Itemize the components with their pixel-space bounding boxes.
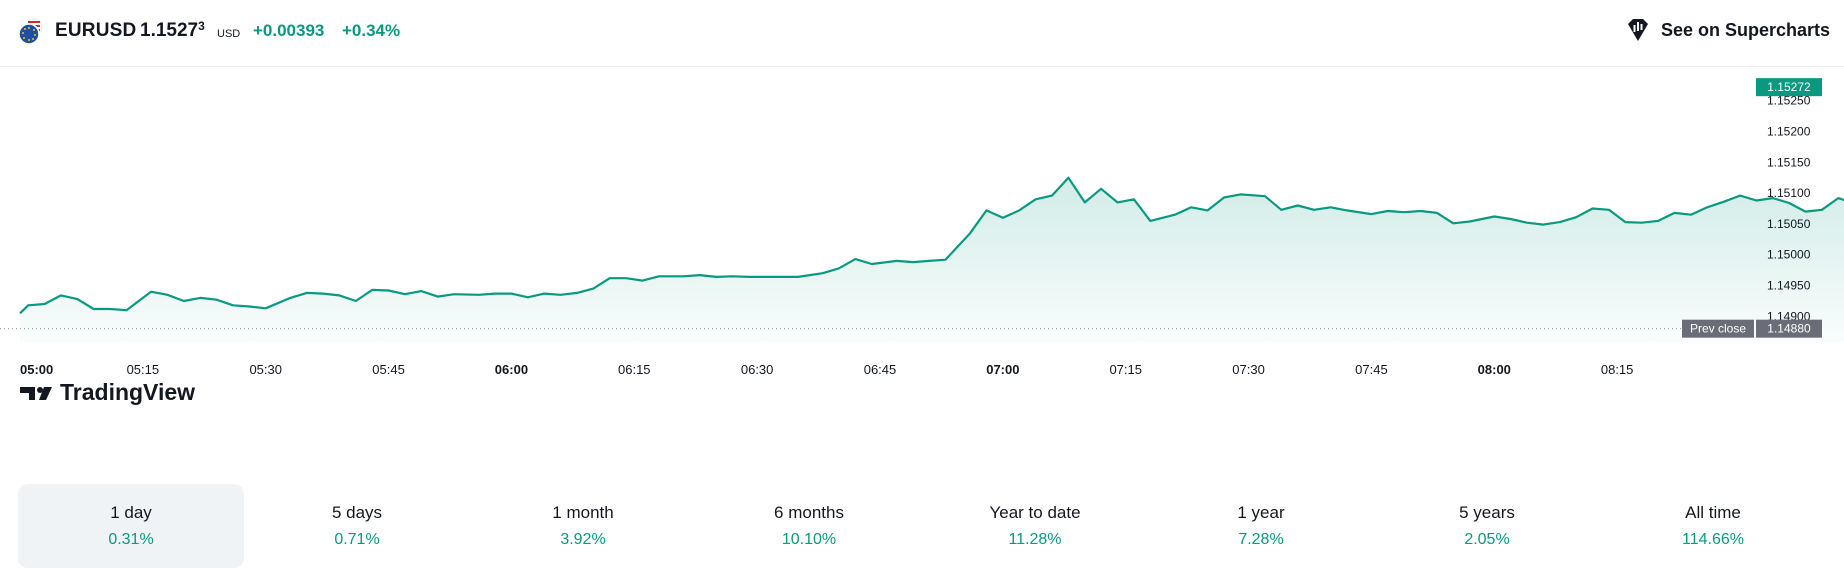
- period-change: 3.92%: [560, 531, 606, 548]
- x-tick-label: 06:45: [864, 362, 897, 377]
- period-label: 5 years: [1459, 503, 1515, 522]
- x-tick-label: 07:00: [986, 362, 1019, 377]
- y-tick-label: 1.15150: [1767, 155, 1811, 169]
- price-line: [19, 176, 1844, 315]
- period-label: 1 day: [110, 503, 152, 522]
- period-label: Year to date: [989, 503, 1081, 522]
- symbol-name[interactable]: EURUSD: [55, 20, 137, 41]
- x-tick-label: 07:15: [1109, 362, 1142, 377]
- y-tick-label: 1.15200: [1767, 125, 1811, 139]
- eu-us-flag-icon: [18, 18, 43, 45]
- period-label: All time: [1685, 503, 1741, 522]
- period-label: 1 year: [1237, 503, 1285, 522]
- period-change: 2.05%: [1464, 531, 1510, 548]
- last-price-badge-label: 1.15272: [1767, 80, 1811, 94]
- period-change: 0.31%: [108, 531, 154, 548]
- supercharts-label: See on Supercharts: [1660, 19, 1830, 40]
- price-main: 1.1527: [140, 20, 199, 41]
- period-tab-1[interactable]: 5 days 0.71%: [244, 484, 470, 568]
- last-price: 1.15273: [140, 19, 205, 42]
- see-on-supercharts-button[interactable]: See on Supercharts: [1625, 17, 1830, 43]
- y-tick-label: 1.15050: [1767, 217, 1811, 231]
- price-chart[interactable]: 05:00 05:15 05:30 05:45 06:00 06:15 06:30 06:45…: [0, 67, 1844, 457]
- period-tab-3[interactable]: 6 months 10.10%: [696, 484, 922, 568]
- watermark-text: TradingView: [60, 379, 195, 405]
- price-superscript: 3: [198, 19, 205, 33]
- x-tick-label: 05:15: [127, 362, 160, 377]
- x-tick-label: 07:45: [1355, 362, 1388, 377]
- x-tick-label: 06:30: [741, 362, 774, 377]
- y-tick-label: 1.15100: [1767, 186, 1811, 200]
- period-label: 5 days: [331, 503, 383, 522]
- price-area-fill: [20, 177, 1844, 343]
- price-change: +0.00393: [253, 21, 325, 40]
- period-tab-6[interactable]: 5 years 2.05%: [1374, 484, 1600, 568]
- x-tick-label: 05:30: [249, 362, 282, 377]
- period-tab-7[interactable]: All time 114.66%: [1600, 484, 1826, 568]
- tradingview-watermark: TradingView: [20, 379, 195, 405]
- period-change: 10.10%: [781, 531, 837, 548]
- period-label: 6 months: [774, 503, 844, 522]
- period-tab-0[interactable]: 1 day 0.31%: [18, 484, 244, 568]
- period-tab-2[interactable]: 1 month 3.92%: [470, 484, 696, 568]
- prev-close-badge: [1682, 319, 1754, 338]
- period-change: 114.66%: [1682, 531, 1744, 548]
- price-change-percent: +0.34%: [342, 21, 401, 40]
- last-price-badge: [1756, 78, 1822, 97]
- prev-close-value: 1.14880: [1767, 322, 1811, 336]
- supercharts-icon: [1627, 19, 1648, 41]
- x-tick-label: 05:00: [20, 362, 53, 377]
- x-tick-label: 06:00: [495, 362, 528, 377]
- period-change: 11.28%: [1008, 531, 1062, 548]
- y-tick-label: 1.15250: [1767, 94, 1811, 108]
- period-selector: 1 day 0.31% 5 days 0.71% 1 month 3.92% 6 month…: [18, 484, 1826, 568]
- period-change: 0.71%: [334, 531, 380, 548]
- period-label: 1 month: [552, 503, 614, 522]
- x-tick-label: 08:00: [1478, 362, 1511, 377]
- tradingview-logo-icon: [20, 387, 52, 400]
- x-tick-label: 06:15: [618, 362, 651, 377]
- y-tick-label: 1.14950: [1767, 279, 1811, 293]
- currency-label: USD: [217, 28, 241, 40]
- y-tick-label: 1.15000: [1767, 248, 1811, 262]
- period-change: 7.28%: [1238, 531, 1284, 548]
- x-tick-label: 05:45: [372, 362, 405, 377]
- prev-close-label: Prev close: [1690, 322, 1746, 336]
- period-tab-5[interactable]: 1 year 7.28%: [1148, 484, 1374, 568]
- prev-close-value-badge: [1756, 319, 1822, 338]
- x-tick-label: 07:30: [1232, 362, 1265, 377]
- symbol-header: EURUSD 1.15273 USD +0.00393 +0.34% See o…: [0, 0, 1844, 67]
- x-tick-label: 08:15: [1601, 362, 1634, 377]
- period-tab-4[interactable]: Year to date 11.28%: [922, 484, 1148, 568]
